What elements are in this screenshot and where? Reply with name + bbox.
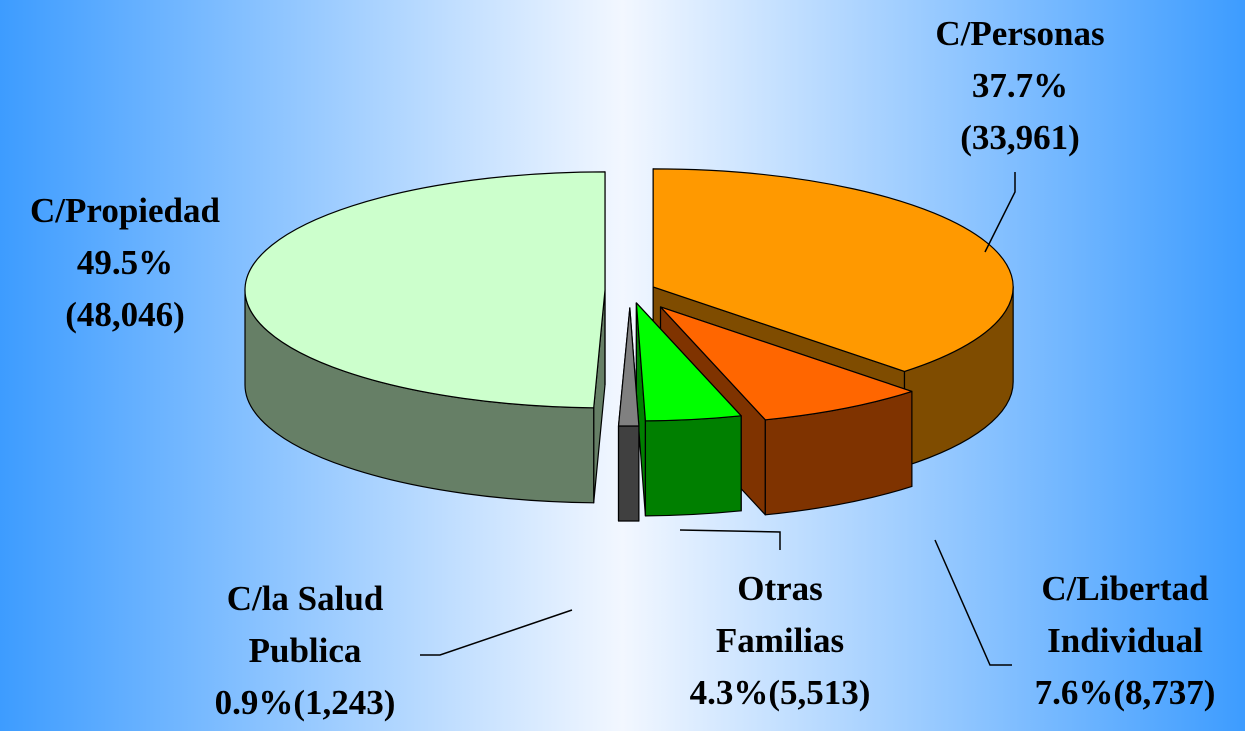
slice-top [659,306,913,421]
category-label: Familias [716,621,844,660]
pie [244,168,1014,522]
leader-line [984,172,1016,253]
count-label: (33,961) [960,118,1080,157]
category-label: Otras [737,569,823,608]
value-label: 7.6%(8,737) [1035,673,1216,712]
category-label: C/Propiedad [30,191,220,230]
count-label: (5,513) [768,673,870,712]
category-label: Publica [249,631,362,670]
leader-line [679,529,781,550]
percent-label: 0.9% [215,683,294,722]
category-label: C/Personas [935,14,1104,53]
slice-wall [617,425,640,522]
slice-top [635,302,742,422]
slice-top [244,171,606,409]
count-label: (48,046) [65,295,185,334]
category-label: C/Libertad [1041,569,1209,608]
leader-line [420,609,573,656]
category-label: C/la Salud [227,579,384,618]
category-label: Individual [1047,621,1203,660]
slice-wall [644,415,742,517]
value-label: 0.9%(1,243) [215,683,396,722]
count-label: (8,737) [1113,673,1215,712]
count-label: (1,243) [293,683,395,722]
value-label: 4.3%(5,513) [690,673,871,712]
slice-top [617,307,640,427]
labels: C/Personas 37.7% (33,961) C/Libertad Individ… [30,14,1215,722]
percent-label: 4.3% [690,673,769,712]
percent-label: 7.6% [1035,673,1114,712]
percent-label: 37.7% [972,66,1068,105]
leader-line [934,539,1012,666]
percent-label: 49.5% [77,243,173,282]
slice-top [652,168,1014,372]
